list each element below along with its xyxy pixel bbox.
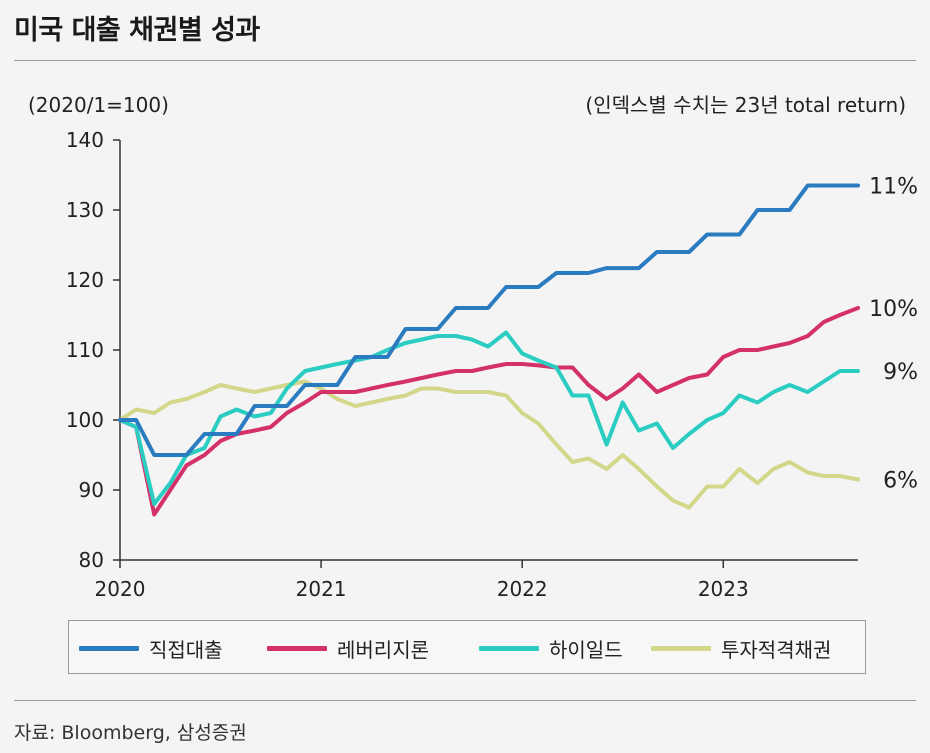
- axes: 80 90 100 110 120 130 140 2020 2021 2022 2023: [66, 128, 858, 601]
- series-line-1: [118, 306, 860, 517]
- legend-label: 하이일드: [549, 637, 623, 662]
- legend-label: 레버리지론: [337, 637, 429, 662]
- series-lines: [118, 183, 860, 517]
- legend-swatch: [651, 645, 711, 651]
- legend: 직접대출 레버리지론 하이일드 투자적격채권: [68, 620, 866, 674]
- legend-swatch: [79, 645, 139, 651]
- end-label-3: 6%: [883, 469, 918, 494]
- y-tick-label: 120: [66, 268, 104, 292]
- y-tick-label: 110: [66, 338, 104, 362]
- end-labels: 11% 10% 9% 6%: [869, 175, 918, 494]
- legend-swatch: [479, 645, 539, 651]
- legend-item-0: 직접대출: [79, 621, 223, 675]
- y-tick-label: 80: [79, 548, 104, 572]
- page-title: 미국 대출 채권별 성과: [14, 15, 260, 46]
- legend-item-3: 투자적격채권: [651, 621, 831, 675]
- legend-label: 투자적격채권: [721, 637, 832, 662]
- y-unit-label: (2020/1=100): [28, 93, 169, 117]
- x-tick-label: 2022: [497, 577, 548, 601]
- legend-item-1: 레버리지론: [267, 621, 429, 675]
- legend-item-2: 하이일드: [479, 621, 623, 675]
- series-line-0: [118, 183, 860, 457]
- y-tick-label: 100: [66, 408, 104, 432]
- top-divider: [14, 60, 916, 61]
- bottom-divider: [14, 700, 916, 701]
- end-label-2: 9%: [883, 360, 918, 385]
- x-tick-label: 2021: [296, 577, 347, 601]
- legend-label: 직접대출: [149, 637, 223, 662]
- line-chart: (2020/1=100) (인덱스별 수치는 23년 total return)…: [28, 93, 918, 601]
- legend-swatch: [267, 645, 327, 651]
- y-tick-label: 90: [79, 478, 104, 502]
- end-label-1: 10%: [869, 297, 918, 322]
- x-tick-label: 2023: [698, 577, 749, 601]
- end-label-0: 11%: [869, 175, 918, 200]
- series-line-3: [118, 379, 860, 510]
- series-line-2: [118, 330, 860, 506]
- x-tick-label: 2020: [95, 577, 146, 601]
- return-note-label: (인덱스별 수치는 23년 total return): [585, 93, 906, 117]
- y-tick-label: 140: [66, 128, 104, 152]
- source-note: 자료: Bloomberg, 삼성증권: [14, 722, 247, 744]
- y-tick-label: 130: [66, 198, 104, 222]
